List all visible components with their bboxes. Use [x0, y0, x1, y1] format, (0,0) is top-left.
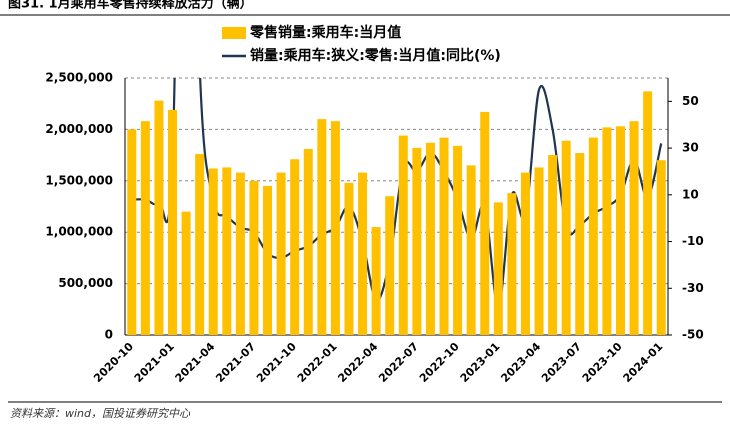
x-tick-label: 2023-10 — [580, 340, 625, 385]
y-tick-label: 2,500,000 — [45, 71, 113, 85]
bar — [154, 100, 164, 335]
chart-title: 图31. 1月乘用车零售持续释放活力（辆） — [8, 0, 253, 12]
bar — [344, 182, 354, 335]
bar — [480, 111, 490, 335]
bar — [534, 167, 544, 335]
bar — [330, 121, 340, 336]
bar — [453, 145, 463, 335]
bar — [371, 227, 381, 335]
bar — [520, 172, 530, 335]
bar — [548, 155, 558, 335]
x-tick-label: 2022-10 — [417, 340, 462, 385]
x-tick-label: 2022-01 — [295, 340, 340, 385]
x-tick-label: 2023-04 — [498, 340, 543, 385]
x-tick-label: 2021-04 — [173, 340, 218, 385]
y2-tick-label: -50 — [682, 328, 704, 342]
bar — [425, 142, 435, 335]
bar — [412, 147, 422, 335]
x-tick-label: 2021-10 — [254, 340, 299, 385]
bar — [263, 185, 273, 335]
bar — [303, 148, 313, 335]
bar — [317, 119, 327, 336]
y-tick-label: 0 — [105, 328, 113, 342]
y2-tick-label: 10 — [682, 187, 699, 201]
x-tick-label: 2021-01 — [132, 340, 177, 385]
bar — [588, 137, 598, 335]
bar — [385, 196, 395, 335]
x-tick-label: 2020-10 — [91, 340, 136, 385]
y2-tick-label: -30 — [682, 281, 704, 295]
bar — [276, 172, 286, 335]
bar — [602, 127, 612, 336]
y2-tick-label: 50 — [682, 94, 699, 108]
bar — [290, 159, 300, 335]
y-tick-label: 2,000,000 — [45, 122, 113, 136]
bar — [127, 129, 137, 335]
bar — [439, 137, 449, 335]
bar — [222, 167, 232, 335]
legend-label: 零售销量:乘用车:当月值 — [249, 24, 401, 41]
bar — [168, 109, 178, 335]
y2-tick-label: 30 — [682, 141, 699, 155]
bar — [249, 180, 259, 335]
bar — [656, 160, 666, 335]
legend-label: 销量:乘用车:狭义:零售:当月值:同比(%) — [250, 47, 501, 64]
x-tick-label: 2024-01 — [621, 340, 666, 385]
legend-swatch — [222, 27, 246, 39]
bar — [507, 193, 517, 335]
y-tick-label: 500,000 — [58, 276, 113, 290]
y-tick-label: 1,500,000 — [45, 173, 113, 187]
bar — [398, 135, 408, 335]
bar — [195, 154, 205, 335]
bar — [561, 140, 571, 335]
y2-tick-label: -10 — [682, 234, 704, 248]
x-tick-label: 2022-07 — [376, 340, 421, 385]
bar — [235, 172, 245, 335]
x-tick-label: 2023-07 — [539, 340, 584, 385]
x-tick-label: 2023-01 — [458, 340, 503, 385]
bar — [208, 168, 218, 335]
source: 资料来源：wind，国投证券研究中心 — [10, 407, 191, 420]
bar — [181, 211, 191, 335]
x-tick-label: 2022-04 — [335, 340, 380, 385]
bar — [643, 91, 653, 335]
y-tick-label: 1,000,000 — [45, 225, 113, 239]
bar — [493, 202, 503, 335]
x-tick-label: 2021-07 — [213, 340, 258, 385]
bar — [358, 172, 368, 335]
bar — [466, 165, 476, 335]
bar — [629, 121, 639, 336]
bar — [575, 153, 585, 335]
bar — [615, 126, 625, 335]
bar — [140, 121, 150, 336]
